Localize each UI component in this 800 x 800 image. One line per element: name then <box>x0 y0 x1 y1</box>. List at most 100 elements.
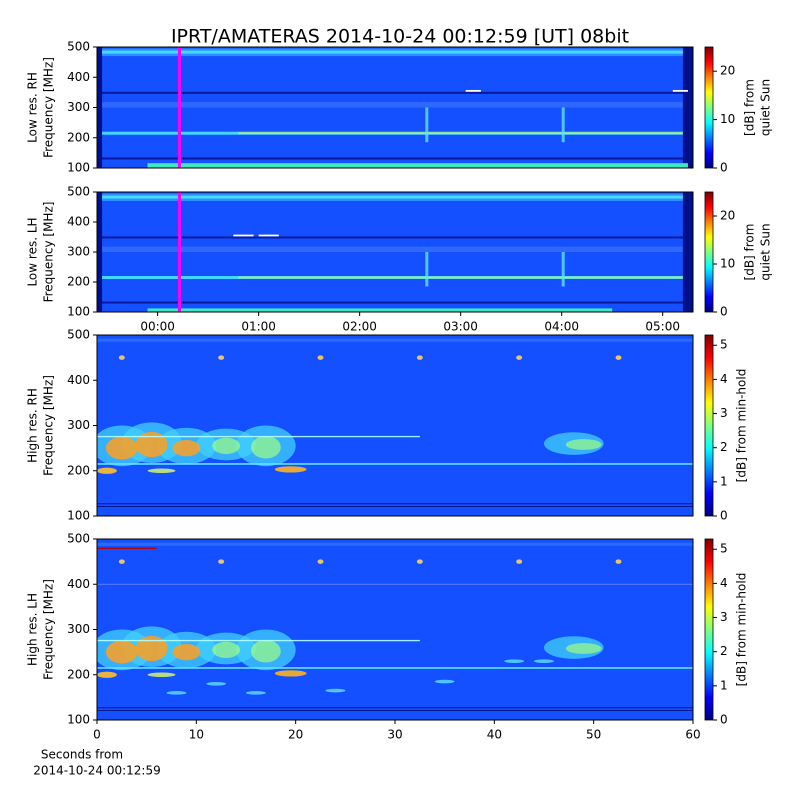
spectrogram-feature <box>615 559 622 564</box>
x-tick-label: 10 <box>189 728 204 742</box>
x-tick-label: 00:00 <box>140 320 175 334</box>
spectrogram-feature <box>97 47 103 168</box>
spectrogram-feature <box>218 559 225 564</box>
y-tick-label: 400 <box>67 70 90 84</box>
y-axis-label: Frequency [MHz] <box>42 57 56 158</box>
spectrogram-feature <box>97 157 693 160</box>
spectrogram-feature <box>97 435 420 438</box>
colorbar-tick-label: 0 <box>720 305 728 319</box>
spectrogram-feature <box>166 691 187 695</box>
y-tick-label: 500 <box>67 532 90 546</box>
y-tick-label: 100 <box>67 161 90 175</box>
x-tick-label: 01:00 <box>241 320 276 334</box>
spectrogram-feature <box>325 688 346 693</box>
spectrogram-feature <box>97 503 693 505</box>
spectrogram-feature <box>672 89 688 92</box>
spectrogram-feature <box>105 436 138 460</box>
x-tick-label: 60 <box>685 728 700 742</box>
spectrogram-feature <box>465 89 481 92</box>
y-tick-label: 100 <box>67 509 90 523</box>
y-axis-label: Frequency [MHz] <box>42 375 56 476</box>
y-axis-label: High res. LH <box>26 593 40 666</box>
y-tick-label: 500 <box>67 328 90 342</box>
colorbar-tick-label: 0 <box>720 161 728 175</box>
x-tick-label: 04:00 <box>544 320 579 334</box>
y-tick-label: 400 <box>67 577 90 591</box>
colorbar-tick-label: 5 <box>720 338 728 352</box>
colorbar-tick-label: 20 <box>720 64 735 78</box>
spectrogram-feature <box>172 439 201 457</box>
spectrogram-feature <box>425 252 429 287</box>
spectrogram-feature <box>97 301 693 304</box>
spectrogram-feature <box>534 659 554 663</box>
spectrogram-feature <box>97 542 693 546</box>
x-tick-label: 50 <box>586 728 601 742</box>
spectrogram-feature <box>218 355 225 360</box>
colorbar-tick-label: 2 <box>720 440 728 454</box>
x-tick-label: 40 <box>487 728 502 742</box>
spectrogram-feature <box>147 163 688 168</box>
colorbar-label: [dB] from <box>743 224 757 281</box>
spectrogram-feature <box>317 355 324 360</box>
figure-title: IPRT/AMATERAS 2014-10-24 00:12:59 [UT] 0… <box>171 26 629 48</box>
spectrogram-feature <box>682 47 693 168</box>
spectrogram-feature <box>97 192 103 312</box>
spectrogram-feature <box>105 640 138 664</box>
y-axis-label: Frequency [MHz] <box>42 202 56 303</box>
colorbar-tick-label: 0 <box>720 713 728 727</box>
spectrogram-feature <box>97 583 693 585</box>
spectrogram-feature <box>97 246 693 252</box>
spectrogram-feature <box>274 670 307 677</box>
colorbar <box>704 538 714 721</box>
spectrogram-feature <box>97 236 693 239</box>
y-tick-label: 300 <box>67 418 90 432</box>
spectrogram-feature <box>135 635 168 662</box>
y-tick-label: 200 <box>67 130 90 144</box>
spectrogram-feature <box>565 643 602 654</box>
spectrogram-feature <box>135 431 168 458</box>
y-tick-label: 300 <box>67 100 90 114</box>
colorbar-tick-label: 2 <box>720 644 728 658</box>
spectrogram-background <box>97 335 693 516</box>
spectrogram-feature <box>274 466 307 473</box>
y-axis-label: Low res. LH <box>26 217 40 286</box>
spectrogram-feature <box>238 276 693 279</box>
colorbar-tick-label: 10 <box>720 112 735 126</box>
spectrogram-feature <box>97 467 117 474</box>
spectrogram-feature <box>682 192 693 312</box>
spectrogram-feature <box>317 559 324 564</box>
spectrogram-feature <box>615 355 622 360</box>
spectrogram-feature <box>97 338 693 342</box>
spectrogram-background <box>97 539 693 720</box>
spectrogram-feature <box>238 132 693 135</box>
colorbar-tick-label: 20 <box>720 209 735 223</box>
spectrogram-feature <box>233 234 254 237</box>
spectrogram <box>97 335 693 516</box>
y-tick-label: 400 <box>67 215 90 229</box>
spectrogram-feature <box>147 468 176 474</box>
spectrogram-feature <box>118 355 125 360</box>
colorbar-tick-label: 3 <box>720 406 728 420</box>
colorbar-tick-label: 4 <box>720 576 728 590</box>
colorbar <box>704 46 714 169</box>
spectrogram-feature <box>212 641 241 659</box>
y-tick-label: 300 <box>67 245 90 259</box>
spectrogram-background <box>97 539 693 720</box>
y-tick-label: 200 <box>67 667 90 681</box>
colorbar-tick-label: 1 <box>720 678 728 692</box>
x-tick-label: 0 <box>93 728 101 742</box>
x-tick-label: 20 <box>288 728 303 742</box>
y-tick-label: 200 <box>67 275 90 289</box>
spectrogram-feature <box>206 681 227 686</box>
spectrogram-feature <box>250 435 281 459</box>
colorbar-label: quiet Sun <box>759 79 773 136</box>
y-tick-label: 200 <box>67 463 90 477</box>
x-tick-label: 30 <box>387 728 402 742</box>
y-axis-label: High res. RH <box>26 388 40 463</box>
spectrogram-feature <box>504 659 525 663</box>
spectrogram-feature <box>565 439 602 450</box>
y-tick-label: 100 <box>67 305 90 319</box>
y-tick-label: 300 <box>67 622 90 636</box>
spectrogram-feature <box>516 559 523 564</box>
